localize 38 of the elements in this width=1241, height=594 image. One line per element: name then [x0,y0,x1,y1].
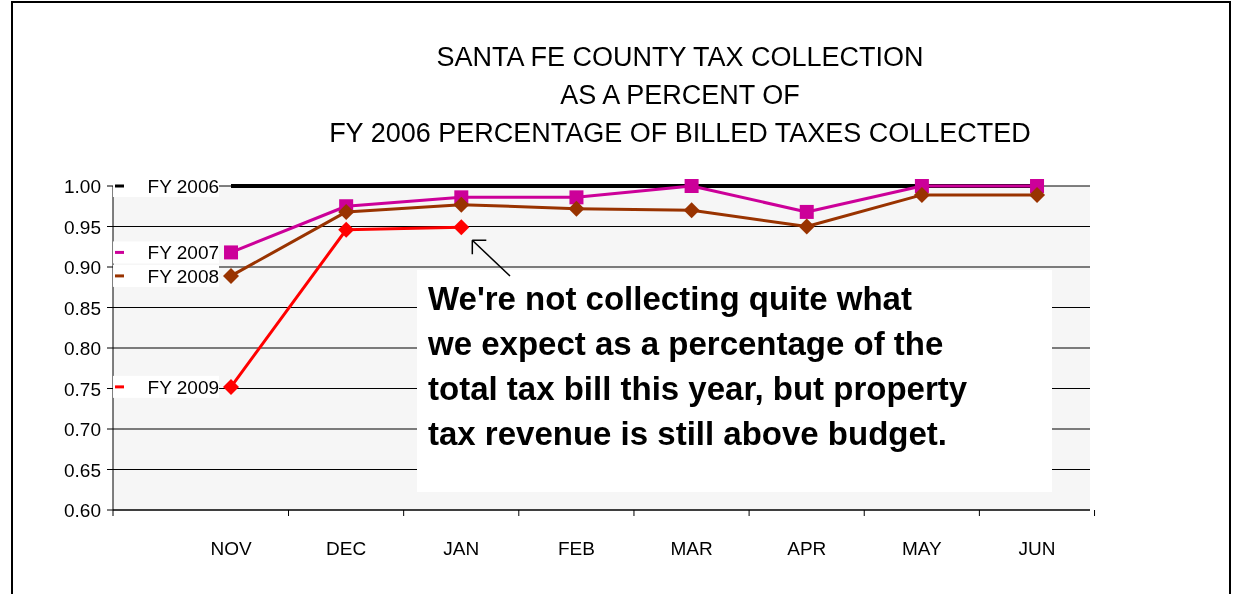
point [798,218,815,235]
x-tick-label: JUN [1018,538,1056,559]
legend-label: FY 2009 [147,376,220,398]
y-tick-label: 0.65 [64,459,101,481]
point [683,202,700,219]
y-tick-label: 0.85 [64,297,101,319]
point [223,378,240,395]
x-tick-label: MAY [902,538,943,559]
x-tick-label: DEC [326,538,367,559]
y-tick-label: 0.70 [64,419,101,440]
point [338,221,355,238]
y-tick-label: 0.95 [64,216,101,238]
point [568,200,585,217]
y-tick-label: 0.80 [64,338,101,359]
y-tick-label: 0.75 [64,378,101,400]
point [684,179,699,193]
x-tick-label: JAN [443,538,480,559]
point [799,204,814,219]
y-tick-label: 0.90 [64,257,101,278]
legend-label: FY 2008 [147,265,220,287]
x-tick-label: APR [787,538,827,559]
point [913,186,930,203]
x-tick-label: NOV [210,538,252,559]
chart-title: SANTA FE COUNTY TAX COLLECTION AS A PERCENT OF FY 2006 PERCENTAGE OF BILLED TAXES COLLECTED [329,42,1031,148]
point [223,267,240,284]
annotation: We're not collecting quite what we expect as a percentage of the total tax bill this year, but property tax revenue is still above budget. [427,280,968,452]
y-tick-label: 0.60 [64,500,101,521]
legend-label: FY 2007 [147,242,220,264]
y-tick-label: 1.00 [64,176,101,197]
point [224,245,239,260]
point [453,196,470,213]
legend-label: FY 2006 [147,176,220,197]
point [338,203,355,220]
point [1029,186,1046,203]
x-tick-label: FEB [557,538,595,559]
point [453,219,470,236]
x-tick-label: MAR [670,538,713,559]
point [569,190,584,205]
